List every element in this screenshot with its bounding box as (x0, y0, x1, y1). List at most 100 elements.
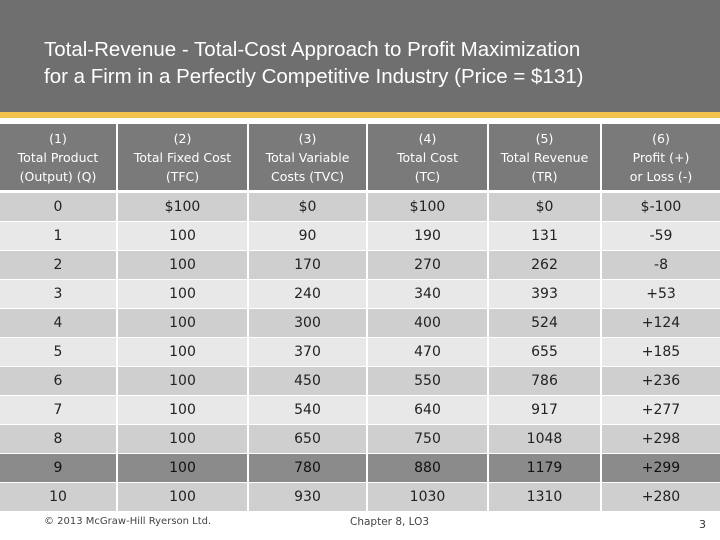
column-header-line: (TFC) (165, 168, 200, 184)
table-row: 10 100 930 1030 1310 +280 (0, 483, 720, 512)
table-cell: 131 (489, 222, 602, 251)
table-cell: $100 (118, 193, 249, 222)
table-cell: 262 (489, 251, 602, 280)
table-cell: $100 (368, 193, 489, 222)
table-cell: $-100 (602, 193, 720, 222)
column-header-line: Total Revenue (500, 149, 589, 165)
column-header-line: (4) (418, 130, 437, 146)
table-cell: +280 (602, 483, 720, 512)
table-cell: 550 (368, 367, 489, 396)
column-header-line: Total Cost (397, 149, 458, 165)
title-band: Total-Revenue - Total-Cost Approach to P… (0, 0, 720, 112)
table-cell: $0 (489, 193, 602, 222)
column-header: (1) Total Product (Output) (Q) (0, 124, 118, 193)
table-cell: +277 (602, 396, 720, 425)
table-cell: +298 (602, 425, 720, 454)
slide-title-line-1: Total-Revenue - Total-Cost Approach to P… (44, 38, 581, 61)
table-cell: 100 (118, 251, 249, 280)
table-cell: 524 (489, 309, 602, 338)
profit-table: (1) Total Product (Output) (Q) (2) Total Fix… (0, 124, 720, 512)
table-cell: 100 (118, 280, 249, 309)
column-header-line: (Output) (Q) (19, 168, 97, 184)
table-cell: +236 (602, 367, 720, 396)
table-cell: 100 (118, 483, 249, 512)
slide-title-line-2: for a Firm in a Perfectly Competitive In… (44, 65, 584, 88)
table-cell: 1048 (489, 425, 602, 454)
column-header: (5) Total Revenue (TR) (489, 124, 602, 193)
table-cell: 786 (489, 367, 602, 396)
table-cell: 880 (368, 454, 489, 483)
table-row: 3 100 240 340 393 +53 (0, 280, 720, 309)
table-row: 7 100 540 640 917 +277 (0, 396, 720, 425)
table-cell: 0 (0, 193, 118, 222)
table-row: 2 100 170 270 262 -8 (0, 251, 720, 280)
column-header-line: (6) (652, 130, 670, 146)
column-header-line: (2) (173, 130, 192, 146)
table-cell: 100 (118, 309, 249, 338)
table-row: 6 100 450 550 786 +236 (0, 367, 720, 396)
table-cell: 100 (118, 338, 249, 367)
table-cell: 100 (118, 396, 249, 425)
table-cell: 930 (249, 483, 368, 512)
header-row: (1) Total Product (Output) (Q) (2) Total Fix… (0, 124, 720, 193)
table-cell: 10 (0, 483, 118, 512)
table-cell: 6 (0, 367, 118, 396)
copyright-notice: © 2013 McGraw-Hill Ryerson Ltd. (44, 516, 212, 527)
table-cell: 240 (249, 280, 368, 309)
table-cell: 3 (0, 280, 118, 309)
column-header-line: Profit (+) (632, 149, 690, 165)
page-number: 3 (699, 518, 706, 531)
table-cell: 9 (0, 454, 118, 483)
column-header-line: or Loss (-) (629, 168, 693, 184)
table-cell: 270 (368, 251, 489, 280)
table-cell: 8 (0, 425, 118, 454)
table-cell: 393 (489, 280, 602, 309)
table-cell: +299 (602, 454, 720, 483)
table-cell: 540 (249, 396, 368, 425)
column-header: (6) Profit (+) or Loss (-) (602, 124, 720, 193)
table-row: 9 100 780 880 1179 +299 (0, 454, 720, 483)
table-cell: 5 (0, 338, 118, 367)
table-cell: 1 (0, 222, 118, 251)
table-cell: 780 (249, 454, 368, 483)
table-cell: -59 (602, 222, 720, 251)
table-row: 8 100 650 750 1048 +298 (0, 425, 720, 454)
column-header-line: (5) (535, 130, 554, 146)
table-cell: +53 (602, 280, 720, 309)
table-cell: 400 (368, 309, 489, 338)
table-cell: 450 (249, 367, 368, 396)
table-cell: 100 (118, 367, 249, 396)
table-cell: 1030 (368, 483, 489, 512)
column-header-line: Costs (TVC) (271, 168, 344, 184)
table-cell: 190 (368, 222, 489, 251)
table-cell: +124 (602, 309, 720, 338)
column-header-line: (1) (49, 130, 67, 146)
table-row: 5 100 370 470 655 +185 (0, 338, 720, 367)
table-cell: 1179 (489, 454, 602, 483)
table-cell: 170 (249, 251, 368, 280)
table-cell: -8 (602, 251, 720, 280)
table-cell: 370 (249, 338, 368, 367)
column-header-line: Total Variable (265, 149, 350, 165)
table-cell: 2 (0, 251, 118, 280)
column-header-line: (TR) (531, 168, 558, 184)
table-row: 0 $100 $0 $100 $0 $-100 (0, 193, 720, 222)
table-cell: 100 (118, 425, 249, 454)
table-cell: 7 (0, 396, 118, 425)
table-cell: 750 (368, 425, 489, 454)
table-cell: 340 (368, 280, 489, 309)
column-header-line: Total Product (17, 149, 99, 165)
column-header: (2) Total Fixed Cost (TFC) (118, 124, 249, 193)
table-row: 1 100 90 190 131 -59 (0, 222, 720, 251)
table-cell: +185 (602, 338, 720, 367)
accent-bar (0, 112, 720, 118)
table-body: 0 $100 $0 $100 $0 $-100 1 100 90 190 131 -59 2 100 170… (0, 193, 720, 512)
table-cell: 4 (0, 309, 118, 338)
table-cell: 1310 (489, 483, 602, 512)
table-cell: $0 (249, 193, 368, 222)
chapter-label: Chapter 8, LO3 (350, 516, 430, 528)
table-cell: 917 (489, 396, 602, 425)
table-cell: 100 (118, 454, 249, 483)
table-cell: 640 (368, 396, 489, 425)
table-cell: 90 (249, 222, 368, 251)
